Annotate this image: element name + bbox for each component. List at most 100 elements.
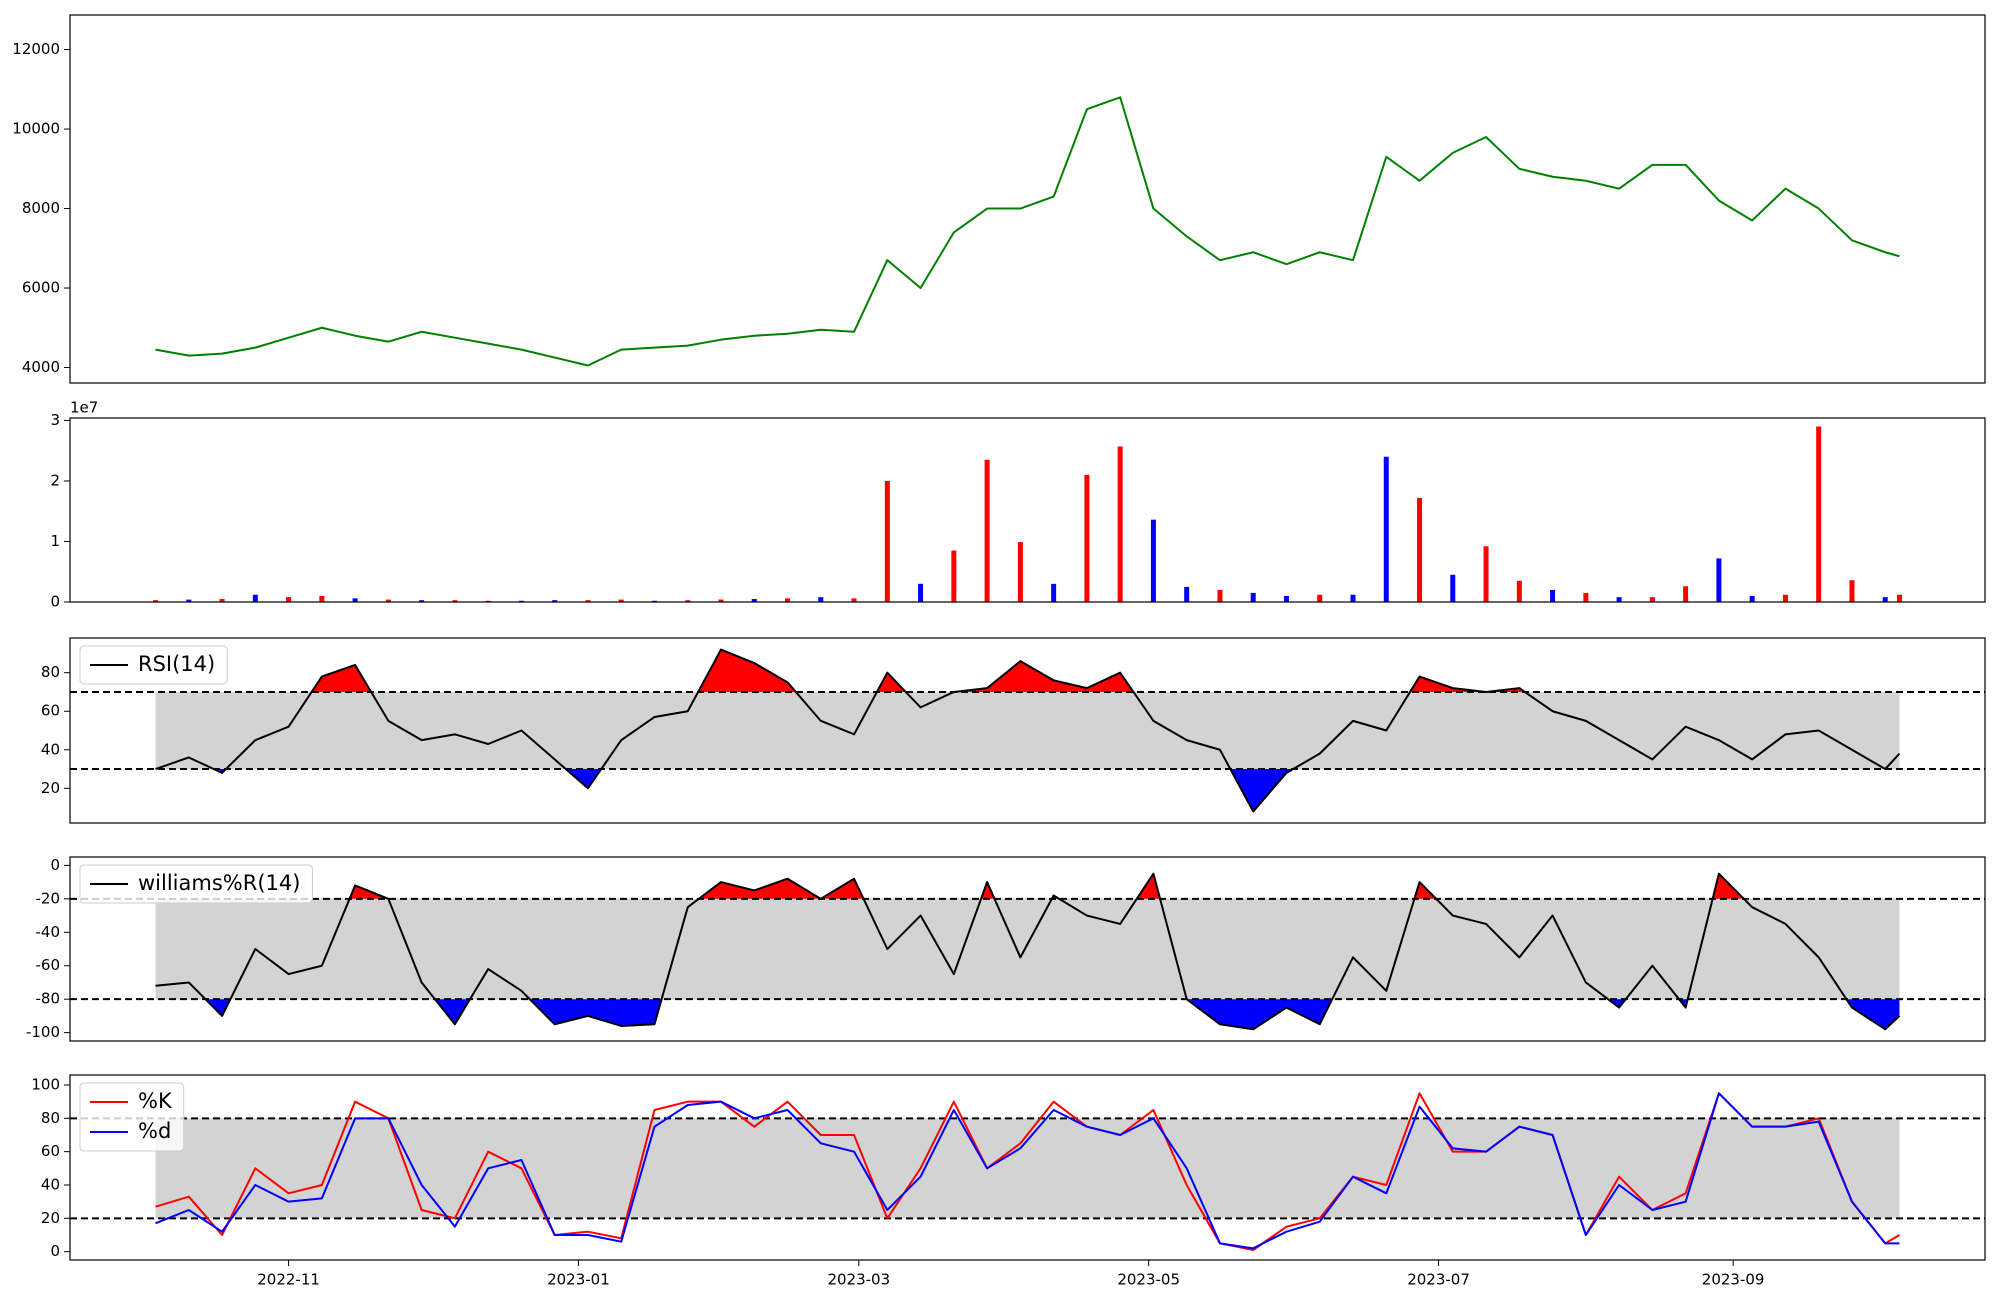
volume-bar [518,600,524,602]
y-tick-label: 40 [41,1176,60,1194]
volume-bar [1749,595,1755,602]
volume-bar [1017,542,1023,602]
volume-bar [1117,446,1123,602]
volume-bar [918,583,924,602]
volume-bar [1782,594,1788,602]
oversold-fill [155,999,1900,1030]
volume-bar [1882,597,1888,602]
volume-bar [352,598,358,602]
volume-bar [1516,580,1522,602]
axes-frame [69,637,1986,824]
x-tick-label: 2023-01 [547,1271,610,1289]
y-tick-label: 20 [41,1209,60,1227]
series-line [155,648,1901,813]
y-tick-label: 20 [41,779,60,797]
neutral-band [155,898,1900,1000]
y-tick-label: 60 [41,702,60,720]
y-tick-label: 0 [50,593,60,611]
y-tick-label: -40 [36,923,61,941]
volume-bar [1616,597,1622,602]
volume-bar [1450,574,1456,602]
volume-bar [984,459,990,602]
volume-bar [252,594,258,602]
axes-frame [69,1074,1986,1261]
volume-bar [1084,474,1090,602]
volume-bar [1317,594,1323,602]
volume-bar [818,597,824,602]
volume-bar [186,599,192,602]
y-tick-label: 1 [50,532,60,550]
series-line [155,872,1901,1031]
volume-bar [552,600,558,602]
volume-bar [1483,546,1489,602]
volume-bar [585,600,591,602]
volume-bar [1383,456,1389,602]
volume-bar [1417,497,1423,602]
volume-bar [1150,519,1156,602]
series-line [155,1092,1900,1250]
volume-bar [651,600,657,602]
volume-bar [219,598,225,602]
y-tick-label: 100 [31,1076,60,1094]
volume-bar [785,598,791,602]
volume-bar [319,595,325,602]
legend-label: %K [138,1089,173,1113]
legend-label: RSI(14) [138,652,215,676]
y-tick-label: 0 [50,856,60,874]
y-tick-label: -100 [26,1023,60,1041]
legend-label: williams%R(14) [138,871,300,895]
legend-label: %d [138,1119,171,1143]
y-tick-label: 8000 [22,199,60,217]
volume-bar [153,600,159,602]
y-tick-label: 6000 [22,279,60,297]
volume-bar [1184,586,1190,602]
legend-box [79,645,228,685]
y-tick-label: -80 [36,990,61,1008]
volume-bar [618,599,624,602]
volume-bar [1283,595,1289,602]
series-line [155,1092,1900,1251]
y-tick-label: 60 [41,1142,60,1160]
volume-bar [452,600,458,602]
overbought-fill [155,873,1900,899]
y-tick-label: 12000 [12,40,60,58]
volume-bar [884,480,890,602]
volume-bar [1816,426,1822,602]
volume-bar [718,599,724,602]
axes-frame [69,856,1986,1042]
volume-bar [1896,594,1902,602]
volume-bar [1550,589,1556,602]
overbought-fill [155,649,1900,692]
offset-label: 1e7 [70,399,98,417]
volume-bar [1649,597,1655,602]
volume-bar [286,597,292,602]
oversold-fill [155,769,1900,812]
y-tick-label: -20 [36,889,61,907]
axes-frame [69,14,1986,384]
legend-box [79,864,313,904]
volume-bar [685,600,691,602]
x-tick-label: 2023-05 [1117,1271,1180,1289]
legend-box [79,1082,185,1152]
volume-bar [751,598,757,602]
y-tick-label: 80 [41,663,60,681]
neutral-band [155,691,1900,770]
volume-bar [1217,589,1223,602]
volume-bar [485,600,491,602]
y-tick-label: 10000 [12,120,60,138]
volume-bar [1250,592,1256,602]
volume-bar [951,550,957,602]
volume-bar [851,598,857,602]
volume-bar [1350,594,1356,602]
x-tick-label: 2023-09 [1702,1271,1765,1289]
y-tick-label: 2 [50,471,60,489]
x-tick-label: 2022-11 [257,1271,320,1289]
volume-bar [1051,583,1057,602]
y-tick-label: 4000 [22,358,60,376]
y-tick-label: 3 [50,411,60,429]
volume-bar [1583,592,1589,602]
volume-bar [1716,558,1722,602]
volume-bar [1849,580,1855,602]
axes-frame [69,417,1986,603]
